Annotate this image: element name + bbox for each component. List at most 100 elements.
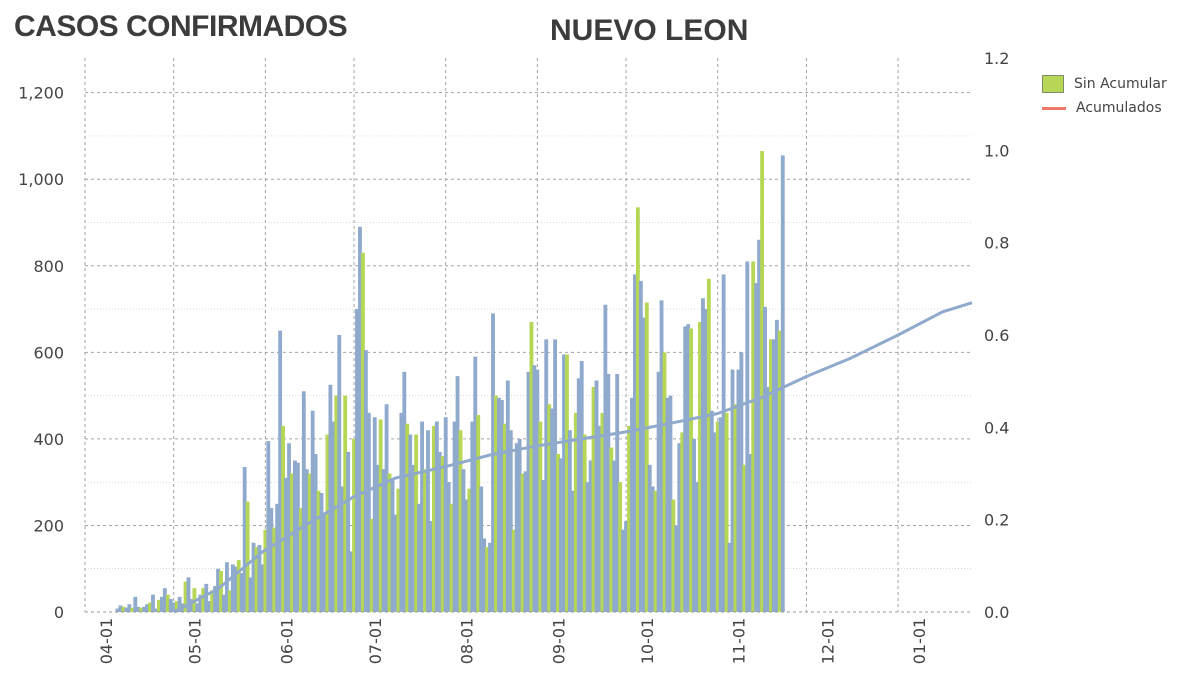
bar (618, 482, 623, 612)
bar (538, 421, 543, 612)
bar (361, 252, 365, 612)
bar (520, 473, 525, 612)
bar (263, 529, 268, 612)
bar (260, 564, 265, 612)
bar (316, 490, 321, 612)
y-left-tick-label: 1,200 (18, 84, 64, 103)
bar (275, 503, 280, 612)
bar (712, 432, 717, 612)
bar (417, 503, 422, 612)
bar (485, 547, 490, 612)
bar (115, 608, 120, 612)
bar (780, 155, 785, 612)
bar (251, 542, 256, 612)
bar (118, 605, 123, 612)
bar (736, 369, 741, 612)
bar (591, 386, 596, 612)
bar (760, 151, 764, 612)
y-left-tick-label: 200 (33, 516, 64, 535)
bar (411, 464, 416, 612)
bar (550, 408, 555, 612)
bar (310, 410, 315, 612)
bar (647, 464, 652, 612)
bar (724, 412, 729, 612)
bar (387, 473, 392, 612)
bar (505, 380, 510, 612)
bar (204, 583, 209, 612)
bar (455, 376, 460, 612)
axis-layer: 0 200 400 600 800 1,000 1,200 0.0 0.2 0.4 0.6 0.8 1.… (18, 49, 1009, 664)
bar (369, 518, 374, 612)
bar (488, 542, 492, 612)
bar (683, 326, 688, 612)
x-tick-label: 04-01 (97, 618, 116, 665)
series-line-acumulados (173, 301, 973, 614)
bar (470, 421, 475, 612)
bar (695, 482, 699, 612)
bar (535, 369, 540, 612)
y-right-tick-label: 0.4 (984, 418, 1009, 437)
bar (562, 354, 566, 612)
bar (508, 430, 513, 612)
bar (532, 365, 537, 612)
bar (461, 469, 466, 612)
bar (408, 434, 413, 612)
bar (257, 544, 262, 612)
bar (245, 501, 250, 612)
bar (677, 443, 682, 612)
bar (777, 330, 782, 612)
bar (499, 399, 504, 612)
bar (319, 492, 324, 612)
bar (189, 599, 194, 612)
bar (482, 538, 487, 612)
legend-item-acumulados[interactable]: Acumulados (1042, 96, 1167, 120)
bar (715, 421, 720, 612)
bar (644, 302, 649, 612)
bar (248, 577, 253, 612)
bar (156, 599, 161, 612)
bar (718, 417, 723, 612)
bar (582, 434, 587, 612)
x-tick-label: 12-01 (818, 618, 837, 665)
bar (151, 594, 155, 612)
legend-item-sin-acumular[interactable]: Sin Acumular (1042, 72, 1167, 96)
bar (579, 360, 584, 612)
bar (269, 508, 274, 612)
bar (130, 607, 135, 612)
bar (148, 602, 152, 612)
bar (168, 599, 173, 612)
bar (293, 460, 297, 612)
bar (742, 464, 747, 612)
bar (325, 434, 330, 612)
bar (641, 317, 646, 612)
bar (171, 602, 176, 612)
bar (745, 261, 750, 612)
bar (514, 443, 519, 612)
bar (656, 371, 661, 612)
bar (281, 425, 286, 612)
bar (313, 454, 318, 612)
bar-layer (115, 151, 785, 612)
bar (576, 378, 581, 612)
bar (541, 479, 546, 612)
bar (467, 488, 472, 612)
bar (600, 412, 605, 612)
bar (405, 423, 410, 612)
y-left-tick-label: 0 (54, 603, 64, 622)
x-tick-label: 05-01 (186, 618, 205, 665)
bar (739, 352, 744, 612)
x-tick-label: 11-01 (730, 618, 749, 665)
bar (440, 456, 445, 612)
legend-label-sin-acumular: Sin Acumular (1074, 76, 1167, 92)
bar (139, 607, 144, 612)
bar (763, 306, 767, 612)
bar (594, 380, 599, 612)
bar (437, 451, 442, 612)
bar (511, 529, 516, 612)
bar (346, 451, 351, 612)
bar (307, 473, 312, 612)
bar (239, 573, 244, 612)
bar (393, 514, 398, 612)
bar (183, 581, 188, 612)
